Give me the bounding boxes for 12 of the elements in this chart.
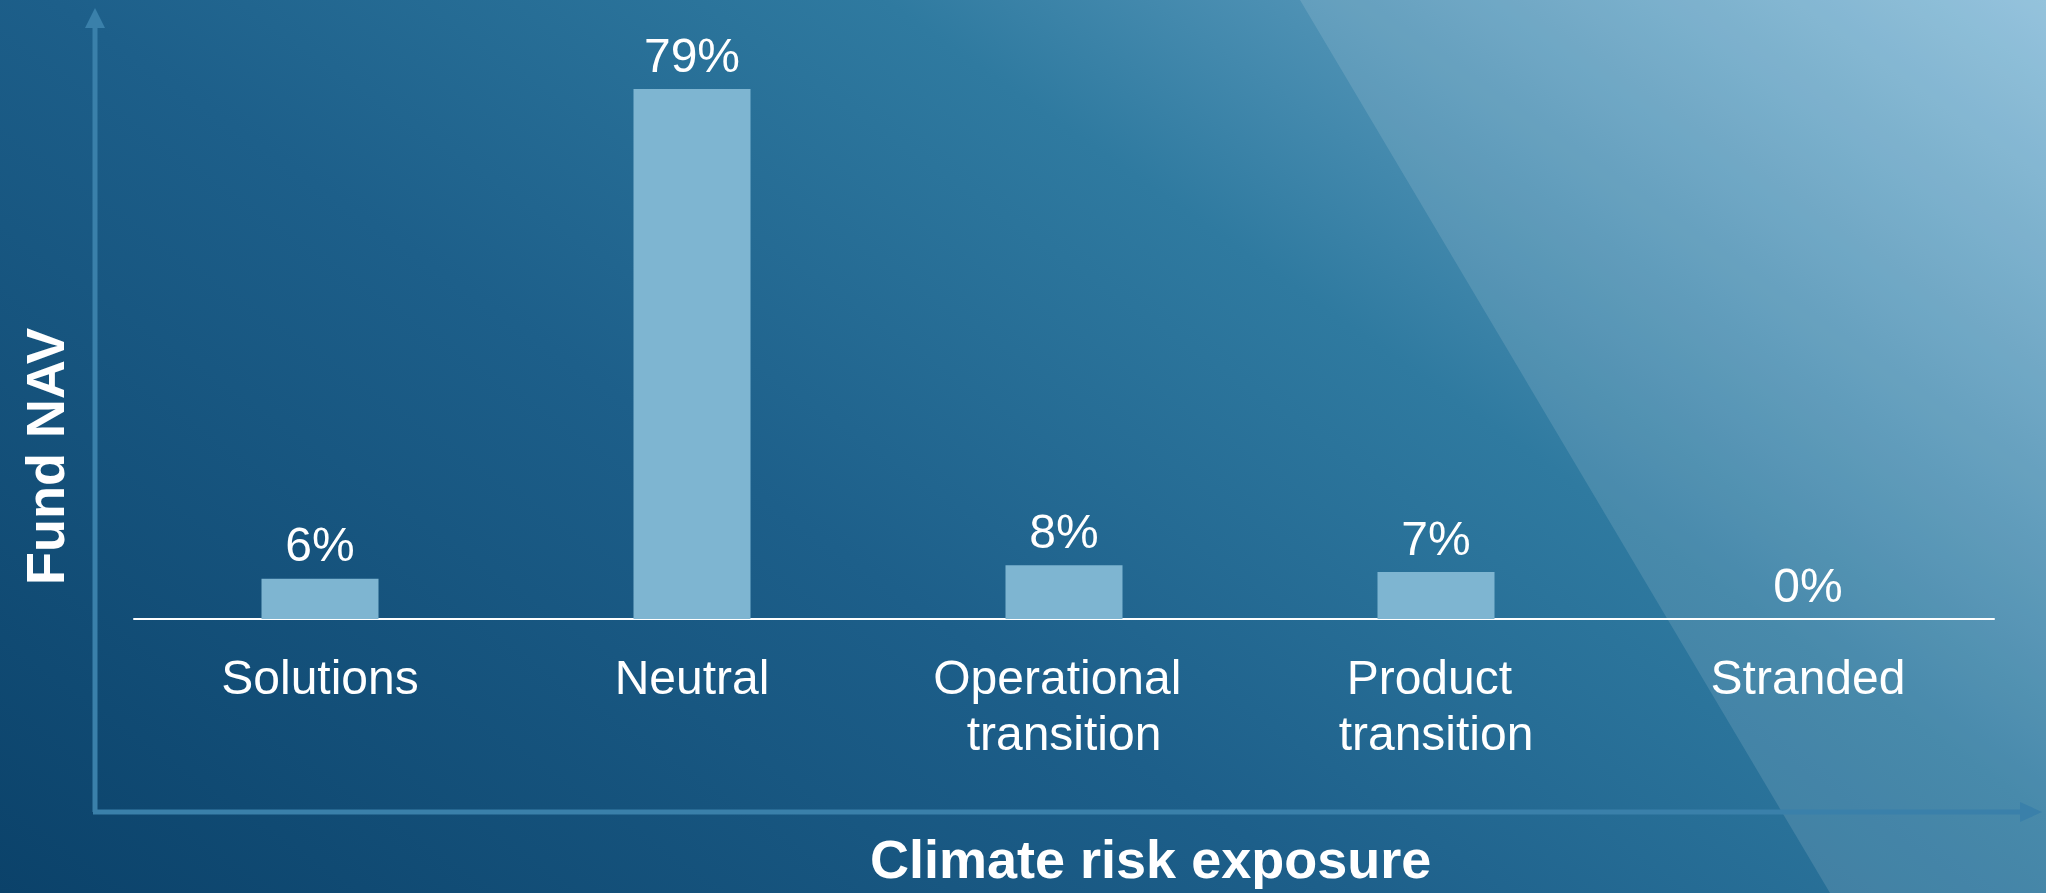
x-tick-label: Neutral: [614, 650, 770, 704]
y-axis-title: Fund NAV: [15, 328, 75, 585]
data-label: 79%: [643, 28, 741, 82]
data-label: 0%: [1773, 558, 1843, 612]
x-tick-label: Product transition: [1338, 650, 1534, 760]
x-tick-label: Solutions: [221, 650, 419, 704]
x-axis-title: Climate risk exposure: [870, 829, 1432, 889]
x-tick-label: Stranded: [1710, 650, 1906, 704]
data-label: 7%: [1401, 511, 1471, 565]
x-tick-label: Operational transition: [933, 650, 1195, 760]
data-label: 8%: [1029, 504, 1099, 558]
data-label: 6%: [285, 518, 355, 572]
